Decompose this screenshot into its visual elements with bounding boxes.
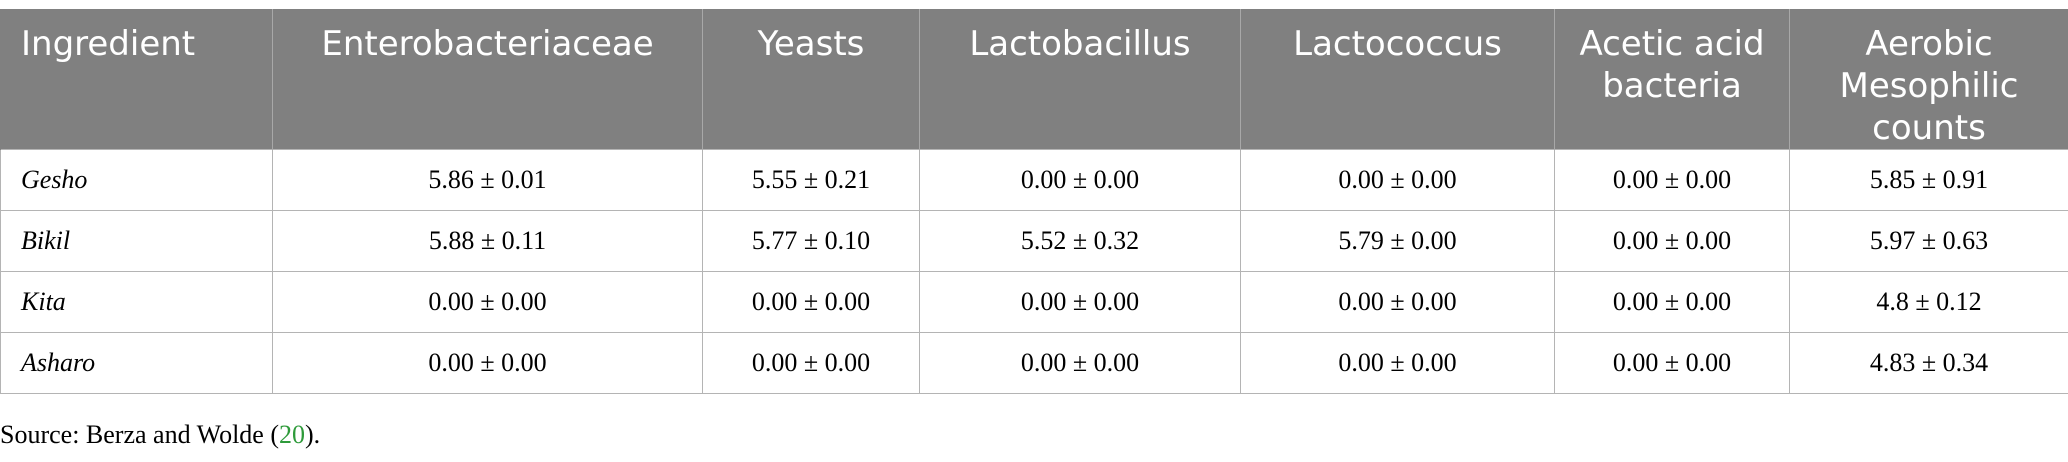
- header-lactobacillus: Lactobacillus: [919, 9, 1241, 150]
- table-cell: 5.97 ± 0.63: [1789, 210, 2068, 272]
- header-aerobic-mesophilic-counts: Aerobic Mesophilic counts: [1789, 9, 2068, 150]
- source-prefix: Source: Berza and Wolde (: [0, 420, 279, 449]
- table-cell: 5.85 ± 0.91: [1789, 149, 2068, 211]
- table-row: Kita 0.00 ± 0.00 0.00 ± 0.00 0.00 ± 0.00…: [0, 271, 2068, 333]
- header-lactococcus: Lactococcus: [1240, 9, 1555, 150]
- table-cell: 0.00 ± 0.00: [1240, 149, 1555, 211]
- ingredient-cell: Asharo: [0, 332, 273, 394]
- table-cell: 0.00 ± 0.00: [919, 149, 1241, 211]
- table-cell: 0.00 ± 0.00: [919, 332, 1241, 394]
- header-yeasts: Yeasts: [702, 9, 920, 150]
- table-cell: 4.83 ± 0.34: [1789, 332, 2068, 394]
- table-cell: 0.00 ± 0.00: [272, 271, 703, 333]
- table-cell: 0.00 ± 0.00: [1554, 271, 1790, 333]
- header-acetic-acid-bacteria: Acetic acid bacteria: [1554, 9, 1790, 150]
- table-cell: 4.8 ± 0.12: [1789, 271, 2068, 333]
- reference-link[interactable]: 20: [279, 420, 305, 449]
- table-cell: 0.00 ± 0.00: [702, 271, 920, 333]
- table-cell: 0.00 ± 0.00: [702, 332, 920, 394]
- table-cell: 5.86 ± 0.01: [272, 149, 703, 211]
- header-enterobacteriaceae: Enterobacteriaceae: [272, 9, 703, 150]
- table-cell: 5.88 ± 0.11: [272, 210, 703, 272]
- ingredient-cell: Kita: [0, 271, 273, 333]
- table-cell: 0.00 ± 0.00: [1554, 332, 1790, 394]
- ingredient-cell: Gesho: [0, 149, 273, 211]
- table-cell: 0.00 ± 0.00: [1240, 271, 1555, 333]
- table-cell: 5.55 ± 0.21: [702, 149, 920, 211]
- table-cell: 5.52 ± 0.32: [919, 210, 1241, 272]
- table-cell: 5.79 ± 0.00: [1240, 210, 1555, 272]
- table-cell: 0.00 ± 0.00: [1554, 149, 1790, 211]
- table-cell: 0.00 ± 0.00: [919, 271, 1241, 333]
- table-row: Gesho 5.86 ± 0.01 5.55 ± 0.21 0.00 ± 0.0…: [0, 149, 2068, 211]
- source-note: Source: Berza and Wolde (20).: [0, 420, 320, 450]
- table-row: Asharo 0.00 ± 0.00 0.00 ± 0.00 0.00 ± 0.…: [0, 332, 2068, 394]
- microbial-counts-table: Ingredient Enterobacteriaceae Yeasts Lac…: [0, 9, 2068, 394]
- ingredient-cell: Bikil: [0, 210, 273, 272]
- table-cell: 0.00 ± 0.00: [272, 332, 703, 394]
- table-row: Bikil 5.88 ± 0.11 5.77 ± 0.10 5.52 ± 0.3…: [0, 210, 2068, 272]
- table-cell: 5.77 ± 0.10: [702, 210, 920, 272]
- table-cell: 0.00 ± 0.00: [1240, 332, 1555, 394]
- table-cell: 0.00 ± 0.00: [1554, 210, 1790, 272]
- data-table-container: Ingredient Enterobacteriaceae Yeasts Lac…: [0, 9, 2068, 394]
- header-ingredient: Ingredient: [0, 9, 273, 150]
- source-suffix: ).: [305, 420, 321, 449]
- table-header-row: Ingredient Enterobacteriaceae Yeasts Lac…: [0, 9, 2068, 150]
